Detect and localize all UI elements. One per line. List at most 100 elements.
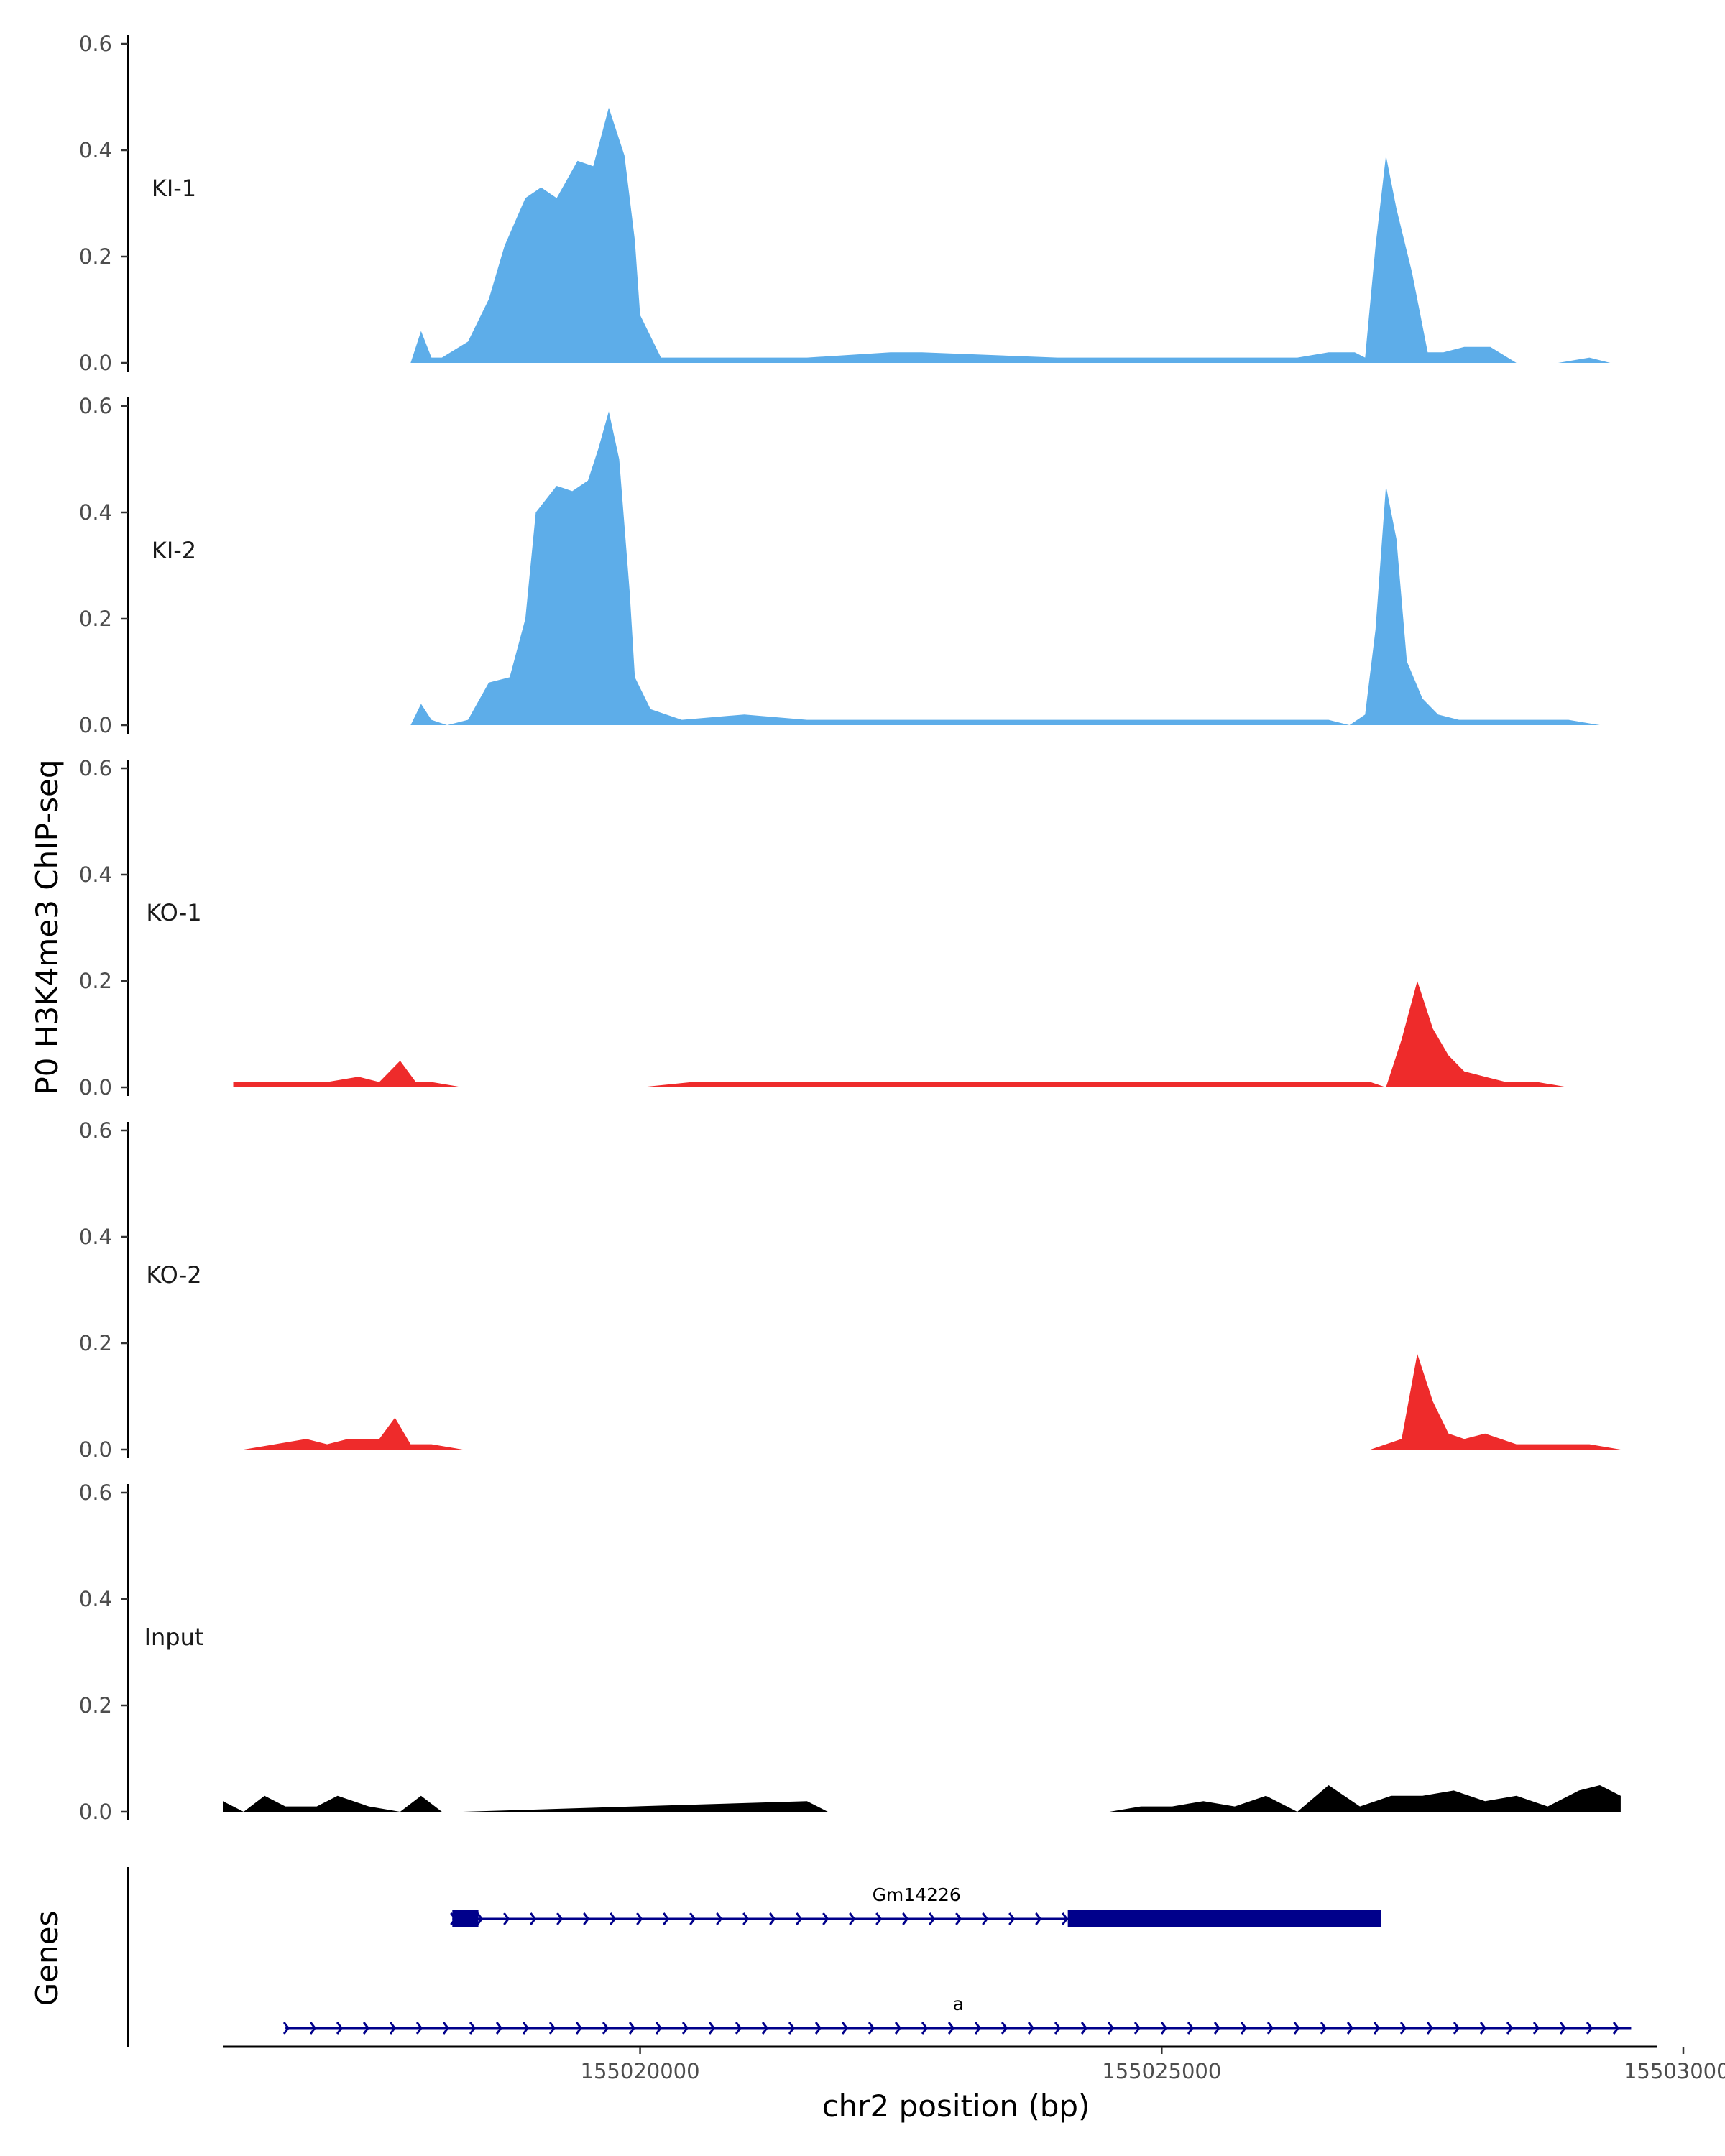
strand-arrow bbox=[522, 2022, 529, 2035]
strand-arrow bbox=[1506, 2022, 1513, 2035]
strand-arrow bbox=[1008, 1912, 1016, 1925]
strand-arrow bbox=[1054, 2022, 1061, 2035]
coverage-tracks: 0.00.20.40.6KI-10.00.20.40.6KI-20.00.20.… bbox=[79, 32, 1621, 1824]
strand-arrow bbox=[841, 2022, 848, 2035]
y-tick-label: 0.0 bbox=[79, 713, 112, 737]
track-ki-2: 0.0 0.2 0.4 0.6 KI-2 bbox=[79, 394, 1600, 737]
strand-arrow bbox=[868, 2022, 875, 2035]
strand-arrow bbox=[921, 2022, 928, 2035]
y-tick-label: 0.6 bbox=[79, 1118, 112, 1143]
strand-arrow bbox=[610, 1912, 617, 1925]
track-ko-2: 0.0 0.2 0.4 0.6 KO-2 bbox=[79, 1118, 1621, 1462]
strand-arrow bbox=[894, 2022, 901, 2035]
coverage-area bbox=[244, 1353, 1621, 1450]
strand-arrow bbox=[503, 1912, 510, 1925]
coverage-area bbox=[233, 981, 1569, 1087]
strand-arrow bbox=[1160, 2022, 1167, 2035]
x-axis-title: chr2 position (bp) bbox=[822, 2088, 1090, 2124]
strand-arrow bbox=[761, 2022, 768, 2035]
strand-arrow bbox=[1559, 2022, 1566, 2035]
strand-arrow bbox=[947, 2022, 954, 2035]
gene-label: Gm14226 bbox=[873, 1884, 961, 1905]
strand-arrow bbox=[442, 2022, 449, 2035]
genes-track-title: Genes bbox=[29, 1911, 65, 2007]
strand-arrow bbox=[1612, 2022, 1619, 2035]
strand-arrow bbox=[1133, 2022, 1141, 2035]
y-tick-label: 0.2 bbox=[79, 607, 112, 631]
strand-arrow bbox=[1035, 1912, 1042, 1925]
strand-arrow bbox=[1266, 2022, 1274, 2035]
strand-arrow bbox=[548, 2022, 556, 2035]
strand-arrow bbox=[769, 1912, 776, 1925]
gene-annotation-track: Gm14226 a bbox=[126, 1867, 1632, 2047]
track-input: 0.0 0.2 0.4 0.6 Input bbox=[79, 1480, 1621, 1824]
strand-arrow bbox=[929, 1912, 936, 1925]
track-ki-1: 0.0 0.2 0.4 0.6 KI-1 bbox=[79, 32, 1611, 375]
y-tick-label: 0.6 bbox=[79, 756, 112, 780]
strand-arrow bbox=[1027, 2022, 1034, 2035]
y-tick-label: 0.2 bbox=[79, 244, 112, 269]
strand-arrow bbox=[974, 2022, 981, 2035]
strand-arrow bbox=[875, 1912, 883, 1925]
strand-arrow bbox=[530, 1912, 537, 1925]
strand-arrow bbox=[1479, 2022, 1486, 2035]
strand-arrow bbox=[1320, 2022, 1327, 2035]
strand-arrow bbox=[602, 2022, 609, 2035]
y-tick-label: 0.2 bbox=[79, 969, 112, 993]
strand-arrow bbox=[1532, 2022, 1540, 2035]
x-tick-label: 155020000 bbox=[581, 2059, 700, 2083]
strand-arrow bbox=[849, 1912, 856, 1925]
strand-arrow bbox=[1213, 2022, 1220, 2035]
strand-arrow bbox=[583, 1912, 590, 1925]
strand-arrow bbox=[1399, 2022, 1407, 2035]
strand-arrow bbox=[708, 2022, 715, 2035]
y-tick-label: 0.2 bbox=[79, 1693, 112, 1718]
strand-arrow bbox=[655, 2022, 662, 2035]
y-tick-label: 0.4 bbox=[79, 1225, 112, 1249]
strand-arrow bbox=[636, 1912, 643, 1925]
y-axis-title: P0 H3K4me3 ChIP-seq bbox=[29, 759, 65, 1095]
track-label: Input bbox=[144, 1623, 204, 1651]
strand-arrow bbox=[575, 2022, 582, 2035]
strand-arrow bbox=[1346, 2022, 1353, 2035]
strand-arrow bbox=[1062, 1912, 1069, 1925]
exon-block bbox=[452, 1910, 479, 1927]
strand-arrow bbox=[1080, 2022, 1087, 2035]
strand-arrow bbox=[1373, 2022, 1380, 2035]
strand-arrow bbox=[1426, 2022, 1433, 2035]
strand-arrow bbox=[663, 1912, 670, 1925]
y-tick-label: 0.2 bbox=[79, 1331, 112, 1355]
y-tick-label: 0.4 bbox=[79, 862, 112, 887]
strand-arrow bbox=[495, 2022, 502, 2035]
strand-arrow bbox=[689, 1912, 696, 1925]
track-ko-1: 0.0 0.2 0.4 0.6 KO-1 bbox=[79, 756, 1569, 1100]
track-label: KO-2 bbox=[146, 1261, 201, 1289]
strand-arrow bbox=[1240, 2022, 1247, 2035]
coverage-area bbox=[223, 1785, 1621, 1812]
y-tick-label: 0.4 bbox=[79, 1587, 112, 1611]
track-label: KI-1 bbox=[152, 175, 196, 202]
strand-arrow bbox=[309, 2022, 316, 2035]
strand-arrow bbox=[955, 1912, 962, 1925]
y-tick-label: 0.6 bbox=[79, 1480, 112, 1505]
strand-arrow bbox=[362, 2022, 369, 2035]
coverage-area bbox=[410, 107, 1611, 364]
gene-label: a bbox=[953, 1994, 964, 2014]
strand-arrow bbox=[477, 1912, 484, 1925]
strand-arrow bbox=[814, 2022, 822, 2035]
strand-arrow bbox=[415, 2022, 423, 2035]
y-tick-label: 0.0 bbox=[79, 1800, 112, 1824]
strand-arrow bbox=[1453, 2022, 1460, 2035]
strand-arrow bbox=[716, 1912, 723, 1925]
x-axis: 155020000 155025000 155030000 bbox=[223, 2045, 1725, 2083]
x-tick-label: 155030000 bbox=[1624, 2059, 1725, 2083]
strand-arrow bbox=[1187, 2022, 1194, 2035]
strand-arrow bbox=[796, 1912, 803, 1925]
y-tick-label: 0.6 bbox=[79, 394, 112, 418]
strand-arrow bbox=[742, 1912, 750, 1925]
y-tick-label: 0.0 bbox=[79, 1437, 112, 1462]
strand-arrow bbox=[628, 2022, 635, 2035]
gene-gm14226: Gm14226 bbox=[450, 1884, 1381, 1927]
track-label: KI-2 bbox=[152, 537, 196, 564]
y-tick-label: 0.6 bbox=[79, 32, 112, 56]
